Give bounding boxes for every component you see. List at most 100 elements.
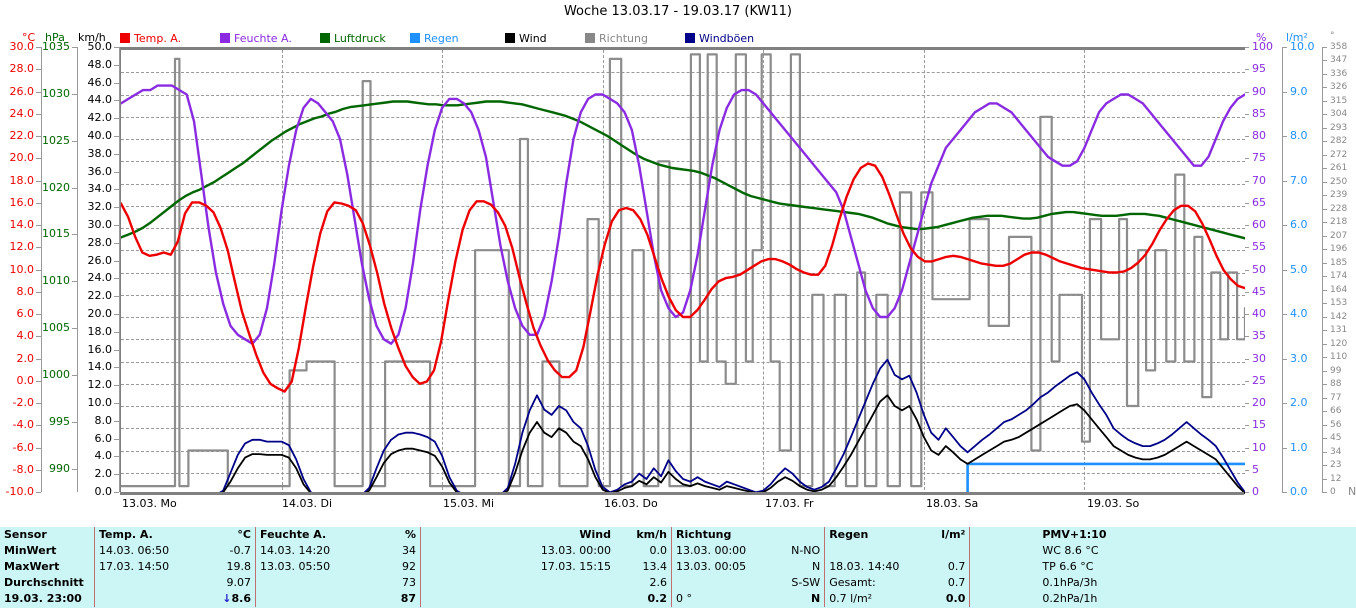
legend-item-feuchte-a[interactable]: Feuchte A. <box>220 32 292 46</box>
axis-tick-label: 3.0 <box>1290 351 1308 365</box>
axis-tick-label: 2.0 <box>1290 396 1308 409</box>
col-unit-wind: km/h <box>615 527 672 543</box>
pmv-line-1: TP 6.6 °C <box>1042 560 1094 573</box>
series-windboeen <box>121 358 1245 495</box>
axis-tick <box>36 47 41 48</box>
axis-tick-label: 4.0 <box>94 449 113 463</box>
axis-tick-label: 70 <box>1252 173 1266 187</box>
humidity-min-time: 14.03. 14:20 <box>260 544 331 557</box>
rain-min-time <box>825 543 904 559</box>
series-regen <box>121 462 1245 495</box>
axis-tick <box>1322 73 1327 75</box>
legend-swatch-icon <box>220 33 230 43</box>
legend-swatch-icon <box>505 33 515 43</box>
axis-tick <box>1282 492 1287 493</box>
axis-tick-label: 24.0 <box>9 106 35 120</box>
unit-wind: km/h <box>78 31 106 44</box>
axis-tick <box>114 403 119 404</box>
axis-tick-label: 110 <box>1330 352 1348 363</box>
legend-item-temp-a[interactable]: Temp. A. <box>120 32 181 46</box>
axis-tick-label: 9.0 <box>1290 84 1308 98</box>
unit-rain: l/m² <box>1286 31 1308 44</box>
wind-max-time: 17.03. 15:15 <box>540 560 611 573</box>
axis-tick <box>36 358 41 360</box>
axis-tick-label: 12 <box>1330 473 1342 484</box>
axis-tick-label: 36.0 <box>87 164 113 178</box>
grid-line-h <box>121 206 1245 207</box>
humidity-current-spacer <box>256 591 369 607</box>
axis-tick-label: 26.0 <box>87 253 113 267</box>
axis-tick <box>72 328 77 330</box>
axis-tick-label: 272 <box>1330 149 1348 160</box>
chart-plot-area[interactable] <box>120 47 1245 495</box>
direction-min-value: N-NO <box>750 543 826 559</box>
axis-tick-label: 1020 <box>42 180 70 194</box>
axis-tick-label: 12.0 <box>87 378 113 392</box>
axis-tick <box>114 64 119 66</box>
axis-tick <box>72 374 77 376</box>
axis-tick-label: 10 <box>1252 440 1266 454</box>
axis-tick <box>114 456 119 458</box>
axis-tick <box>1322 154 1327 156</box>
unit-humidity: % <box>1256 31 1267 44</box>
legend-item-windb-en[interactable]: Windböen <box>685 32 754 46</box>
axis-tick-label: 30 <box>1252 351 1266 365</box>
direction-avg-spacer <box>672 575 751 591</box>
axis-tick-label: 990 <box>49 461 70 475</box>
axis-tick <box>1322 127 1327 129</box>
axis-tick <box>1244 247 1249 249</box>
legend-item-wind[interactable]: Wind <box>505 32 547 46</box>
rain-current-label: 0.7 l/m² <box>829 592 873 605</box>
rain-current-value: 0.0 <box>903 591 971 607</box>
axis-tick-label: 60 <box>1252 218 1266 231</box>
series-wind <box>121 394 1245 495</box>
legend-item-luftdruck[interactable]: Luftdruck <box>320 32 386 46</box>
axis-tick <box>1244 492 1249 493</box>
temp-current-spacer <box>95 591 204 607</box>
axis-tick-label: 142 <box>1330 311 1348 322</box>
wind-min-time: 13.03. 00:00 <box>540 544 611 557</box>
axis-tick-label: 228 <box>1330 203 1348 214</box>
axis-tick <box>1322 289 1327 291</box>
humidity-min-value: 34 <box>368 543 421 559</box>
axis-tick-label: 20 <box>1252 396 1266 409</box>
axis-tick-label: 5 <box>1252 462 1259 476</box>
axis-tick-label: 282 <box>1330 136 1348 147</box>
axis-tick <box>114 492 119 493</box>
temp-avg-value: 9.07 <box>203 575 256 591</box>
axis-tick-label: 15 <box>1252 418 1266 432</box>
axis-tick-label: 1015 <box>42 227 70 241</box>
table-row: MaxWert 17.03. 14:50 19.8 13.03. 05:50 92 17.… <box>0 559 1356 575</box>
axis-tick <box>114 349 119 351</box>
col-unit-direction <box>750 527 826 543</box>
axis-tick-label: 1.0 <box>1290 440 1308 454</box>
axis-tick-label: 32.0 <box>87 200 113 214</box>
axis-tick <box>1282 225 1287 226</box>
wind-avg-spacer <box>421 575 616 591</box>
axis-tick-label: 75 <box>1252 151 1266 165</box>
wind-max-value: 13.4 <box>615 559 672 575</box>
col-header-temp: Temp. A. <box>99 528 153 541</box>
axis-tick <box>1244 158 1249 160</box>
row-label-current: 19.03. 23:00 <box>0 591 95 607</box>
axis-line <box>41 47 42 492</box>
axis-tick <box>36 380 41 382</box>
temp-avg-spacer <box>95 575 204 591</box>
direction-min-time: 13.03. 00:00 <box>676 544 747 557</box>
axis-tick <box>72 234 77 236</box>
axis-tick <box>36 225 41 226</box>
legend-item-regen[interactable]: Regen <box>410 32 459 46</box>
axis-tick <box>72 187 77 189</box>
axis-tick-label: 207 <box>1330 230 1348 241</box>
axis-line <box>119 47 120 492</box>
axis-tick <box>72 140 77 142</box>
legend-swatch-icon <box>685 33 695 43</box>
direction-north-label: N <box>1348 485 1356 498</box>
grid-line-h <box>121 295 1245 296</box>
legend-label: Regen <box>424 32 459 45</box>
axis-tick <box>1282 269 1287 271</box>
axis-tick <box>1322 87 1327 89</box>
axis-wind: 50.0 48.0 46.0 44.0 42.0 40.0 38.0 36.0 34.0 32.0… <box>76 39 120 500</box>
legend-item-richtung[interactable]: Richtung <box>585 32 648 46</box>
series-feuchte <box>121 84 1245 345</box>
